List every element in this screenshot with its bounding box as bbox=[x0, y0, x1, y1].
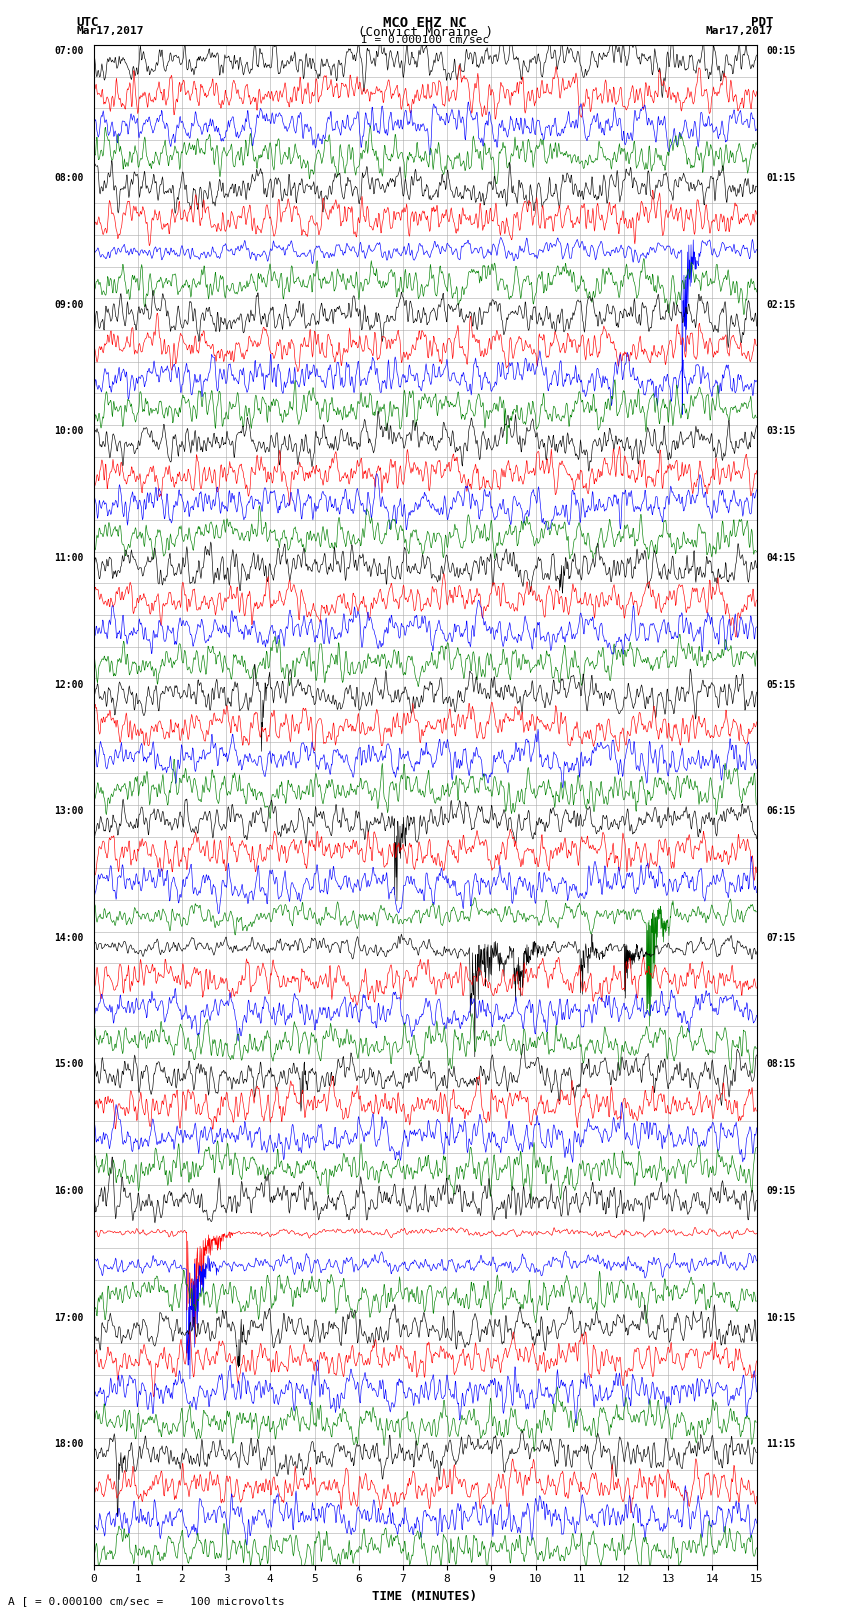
Text: 00:15: 00:15 bbox=[767, 47, 796, 56]
Text: (Convict Moraine ): (Convict Moraine ) bbox=[358, 26, 492, 39]
Text: A [ = 0.000100 cm/sec =    100 microvolts: A [ = 0.000100 cm/sec = 100 microvolts bbox=[8, 1597, 286, 1607]
Text: 13:00: 13:00 bbox=[54, 806, 83, 816]
Text: Mar17,2017: Mar17,2017 bbox=[706, 26, 774, 35]
Text: 04:15: 04:15 bbox=[767, 553, 796, 563]
Text: 16:00: 16:00 bbox=[54, 1186, 83, 1195]
Text: 07:15: 07:15 bbox=[767, 932, 796, 942]
Text: 09:15: 09:15 bbox=[767, 1186, 796, 1195]
Text: 11:15: 11:15 bbox=[767, 1439, 796, 1448]
Text: 18:00: 18:00 bbox=[54, 1439, 83, 1448]
Text: 10:00: 10:00 bbox=[54, 426, 83, 436]
Text: 07:00: 07:00 bbox=[54, 47, 83, 56]
Text: 14:00: 14:00 bbox=[54, 932, 83, 942]
X-axis label: TIME (MINUTES): TIME (MINUTES) bbox=[372, 1590, 478, 1603]
Text: Mar17,2017: Mar17,2017 bbox=[76, 26, 144, 35]
Text: 02:15: 02:15 bbox=[767, 300, 796, 310]
Text: 15:00: 15:00 bbox=[54, 1060, 83, 1069]
Text: MCO EHZ NC: MCO EHZ NC bbox=[383, 16, 467, 31]
Text: 05:15: 05:15 bbox=[767, 679, 796, 689]
Text: 12:00: 12:00 bbox=[54, 679, 83, 689]
Text: UTC: UTC bbox=[76, 16, 99, 29]
Text: 08:15: 08:15 bbox=[767, 1060, 796, 1069]
Text: 11:00: 11:00 bbox=[54, 553, 83, 563]
Text: 17:00: 17:00 bbox=[54, 1313, 83, 1323]
Text: 03:15: 03:15 bbox=[767, 426, 796, 436]
Text: 10:15: 10:15 bbox=[767, 1313, 796, 1323]
Text: 06:15: 06:15 bbox=[767, 806, 796, 816]
Text: 01:15: 01:15 bbox=[767, 173, 796, 182]
Text: 09:00: 09:00 bbox=[54, 300, 83, 310]
Text: PDT: PDT bbox=[751, 16, 774, 29]
Text: 08:00: 08:00 bbox=[54, 173, 83, 182]
Text: I = 0.000100 cm/sec: I = 0.000100 cm/sec bbox=[361, 35, 489, 45]
